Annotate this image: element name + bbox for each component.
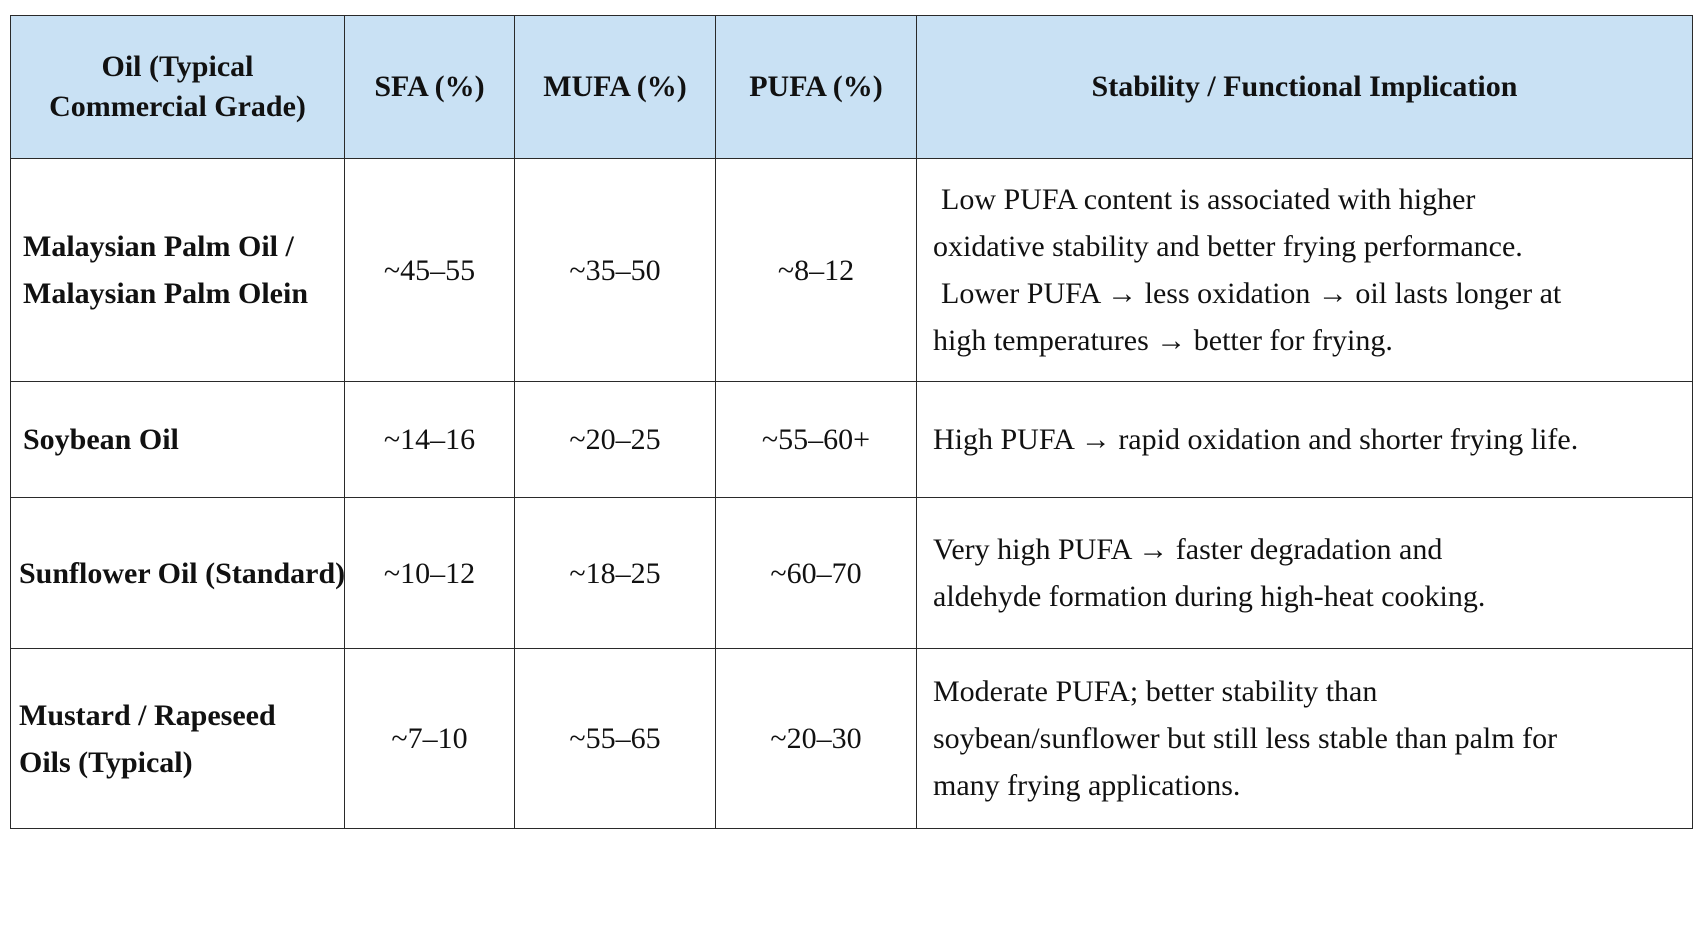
pufa-cell: ~55–60+ <box>715 381 917 498</box>
implication-line: high temperatures → better for frying. <box>933 324 1393 357</box>
mufa-cell: ~18–25 <box>514 497 716 649</box>
implication-line: Very high PUFA → faster degradation and <box>933 533 1443 566</box>
table-row: Sunflower Oil (Standard) ~10–12 ~18–25 ~… <box>10 497 1693 649</box>
sfa-cell: ~7–10 <box>344 648 515 829</box>
implication-line: oxidative stability and better frying pe… <box>933 230 1523 263</box>
pufa-cell: ~8–12 <box>715 158 917 382</box>
fatty-acid-comparison-table: Oil (Typical Commercial Grade) SFA (%) M… <box>10 15 1693 829</box>
sfa-cell: ~10–12 <box>344 497 515 649</box>
implication-cell: Moderate PUFA; better stability than soy… <box>916 648 1693 829</box>
pufa-cell: ~20–30 <box>715 648 917 829</box>
header-stability: Stability / Functional Implication <box>916 15 1693 159</box>
oil-name: Malaysian Palm Oil / Malaysian Palm Olei… <box>23 230 308 310</box>
oil-name-cell: Sunflower Oil (Standard) <box>10 497 346 649</box>
table-body: Malaysian Palm Oil / Malaysian Palm Olei… <box>10 158 1693 829</box>
table-header: Oil (Typical Commercial Grade) SFA (%) M… <box>10 15 1693 159</box>
implication-line: High PUFA → rapid oxidation and shorter … <box>933 423 1579 456</box>
oil-name-cell: Mustard / Rapeseed Oils (Typical) <box>10 648 345 829</box>
oil-name: Sunflower Oil (Standard) <box>19 556 346 590</box>
oil-name-cell: Malaysian Palm Oil / Malaysian Palm Olei… <box>10 158 345 382</box>
oil-name: Soybean Oil <box>23 423 179 456</box>
header-row: Oil (Typical Commercial Grade) SFA (%) M… <box>10 15 1693 159</box>
implication-cell: Low PUFA content is associated with high… <box>916 158 1693 382</box>
header-pufa: PUFA (%) <box>715 15 917 159</box>
implication-line: Lower PUFA → less oxidation → oil lasts … <box>941 277 1562 310</box>
implication-line: many frying applications. <box>933 769 1241 802</box>
table-row: Mustard / Rapeseed Oils (Typical) ~7–10 … <box>10 648 1693 829</box>
implication-cell: Very high PUFA → faster degradation and … <box>916 497 1693 649</box>
oil-name-cell: Soybean Oil <box>10 381 345 498</box>
mufa-cell: ~55–65 <box>514 648 716 829</box>
mufa-cell: ~20–25 <box>514 381 716 498</box>
table-row: Malaysian Palm Oil / Malaysian Palm Olei… <box>10 158 1693 382</box>
header-mufa: MUFA (%) <box>514 15 716 159</box>
implication-line: aldehyde formation during high-heat cook… <box>933 580 1486 613</box>
header-oil: Oil (Typical Commercial Grade) <box>10 15 345 159</box>
mufa-cell: ~35–50 <box>514 158 716 382</box>
implication-cell: High PUFA → rapid oxidation and shorter … <box>916 381 1693 498</box>
sfa-cell: ~14–16 <box>344 381 515 498</box>
implication-line: Moderate PUFA; better stability than <box>933 675 1378 708</box>
sfa-cell: ~45–55 <box>344 158 515 382</box>
table-row: Soybean Oil ~14–16 ~20–25 ~55–60+ High P… <box>10 381 1693 498</box>
implication-line: Low PUFA content is associated with high… <box>941 183 1476 216</box>
implication-line: soybean/sunflower but still less stable … <box>933 722 1558 755</box>
pufa-cell: ~60–70 <box>715 497 917 649</box>
header-sfa: SFA (%) <box>344 15 515 159</box>
oil-name: Mustard / Rapeseed Oils (Typical) <box>19 698 276 779</box>
